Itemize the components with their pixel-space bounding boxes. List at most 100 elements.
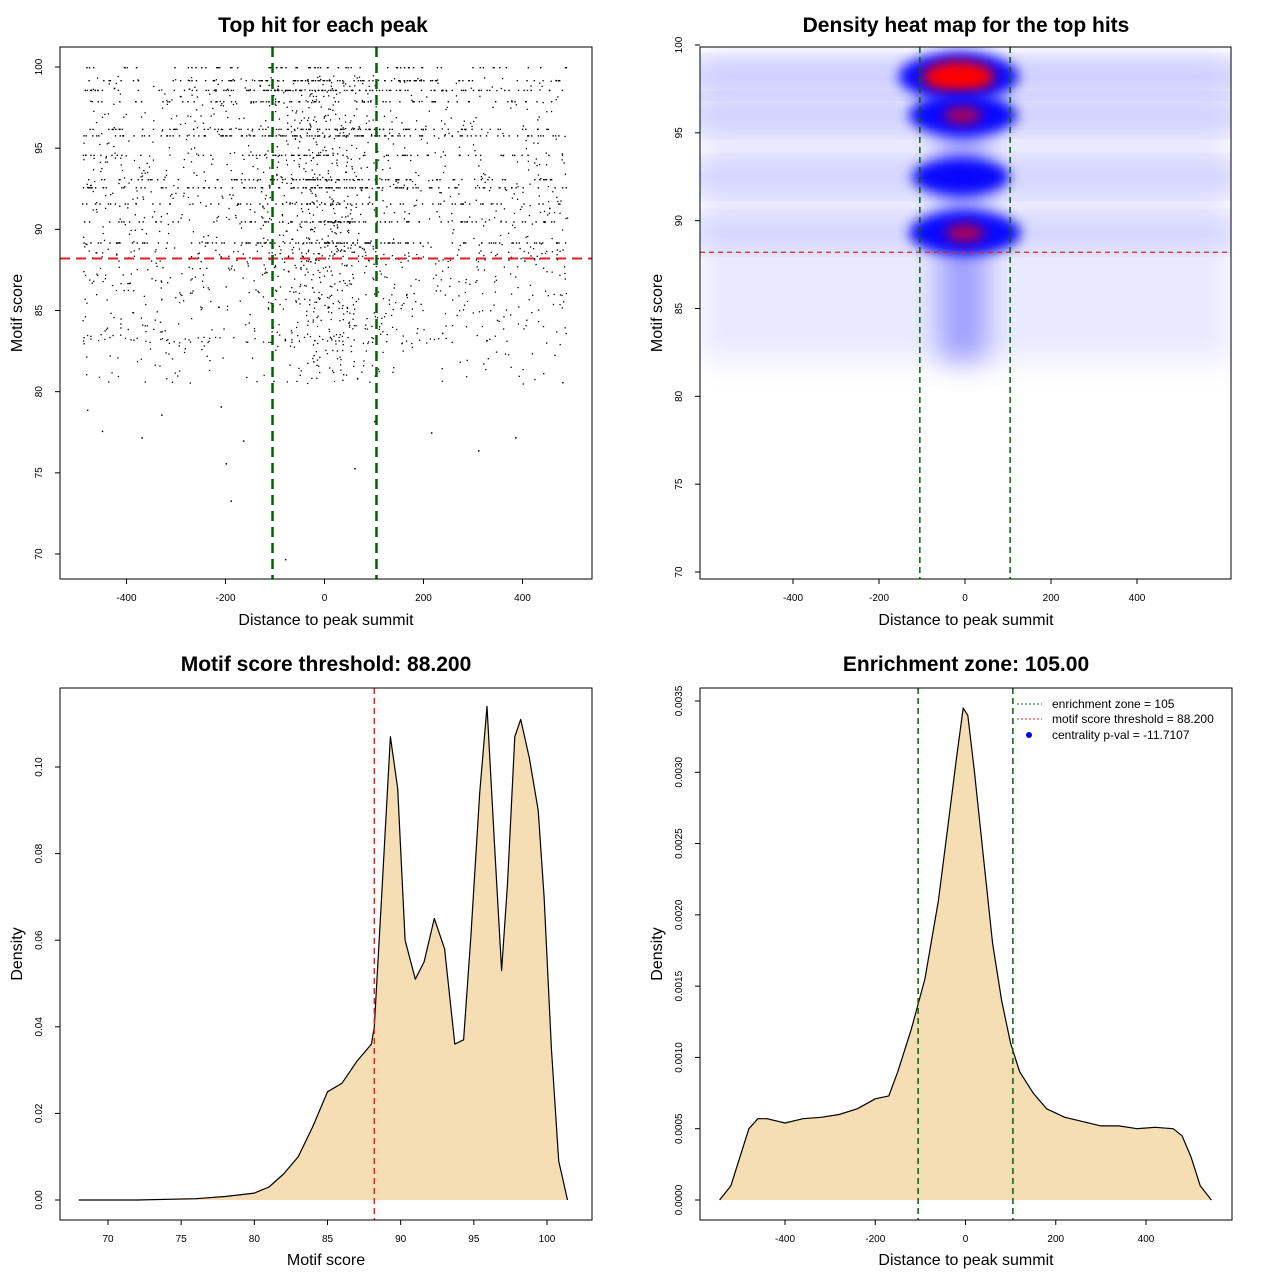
data-point [88, 250, 90, 252]
data-point [297, 242, 300, 244]
data-point [309, 336, 312, 338]
data-point [309, 188, 311, 191]
data-point [341, 128, 343, 131]
data-point [208, 187, 210, 189]
y-tick-label: 0.0005 [674, 1113, 685, 1144]
data-point [329, 336, 332, 338]
data-point [348, 229, 350, 231]
data-point [550, 221, 553, 223]
data-point [89, 128, 91, 131]
data-point [437, 203, 440, 205]
data-point [300, 119, 303, 122]
data-point [144, 187, 146, 189]
data-point [391, 128, 393, 131]
data-point [346, 203, 349, 205]
data-point [531, 353, 533, 355]
data-point [169, 203, 171, 205]
reference-lines [60, 47, 592, 579]
data-point [216, 130, 219, 133]
data-point [181, 294, 183, 296]
data-point [280, 176, 282, 178]
data-point [94, 203, 97, 205]
data-point [247, 242, 250, 244]
data-point [248, 134, 250, 136]
data-point [500, 221, 502, 223]
data-point [173, 128, 175, 131]
data-point [261, 216, 263, 218]
data-point [226, 88, 229, 90]
data-point [292, 252, 294, 254]
data-point [336, 79, 339, 82]
data-point [363, 360, 365, 362]
data-point [261, 187, 263, 189]
data-point [439, 203, 442, 205]
data-point [235, 179, 237, 181]
data-point [504, 179, 506, 181]
data-point [339, 187, 341, 189]
data-point [101, 89, 104, 92]
data-point [86, 409, 89, 412]
data-point [486, 340, 488, 342]
density-fill [78, 706, 568, 1200]
data-point [287, 222, 290, 225]
data-point [140, 317, 143, 319]
data-point [382, 331, 384, 333]
data-point [412, 242, 415, 244]
data-point [161, 299, 163, 301]
data-point [278, 187, 281, 189]
data-point [283, 269, 285, 271]
data-point [537, 174, 540, 176]
data-point [254, 221, 256, 223]
data-point [231, 265, 233, 267]
data-point [317, 76, 319, 79]
data-point [340, 124, 343, 127]
data-point [201, 340, 203, 343]
data-point [167, 223, 170, 226]
data-point [352, 221, 354, 223]
data-point [559, 203, 561, 205]
data-point [459, 361, 461, 363]
data-point [282, 203, 284, 205]
data-point [333, 97, 335, 99]
data-point [269, 67, 272, 69]
data-point [212, 158, 214, 160]
data-point [90, 242, 92, 244]
data-point [239, 203, 242, 205]
data-point [277, 345, 279, 348]
data-point [132, 312, 135, 314]
data-point [342, 127, 344, 129]
data-point [341, 216, 343, 218]
data-point [444, 313, 447, 315]
data-point [328, 306, 330, 308]
data-point [327, 235, 329, 237]
data-point [407, 260, 409, 262]
data-point [112, 192, 114, 194]
data-point [95, 208, 98, 211]
data-point [500, 154, 502, 157]
data-point [378, 370, 380, 373]
data-point [385, 154, 388, 157]
data-point [392, 371, 394, 373]
data-point [404, 254, 406, 256]
data-point [190, 242, 193, 244]
data-point [242, 277, 244, 279]
data-point [495, 351, 498, 353]
data-point [188, 266, 190, 269]
data-point [339, 79, 341, 82]
data-point [391, 294, 393, 296]
data-point [349, 213, 352, 215]
data-point [148, 135, 150, 137]
data-point [93, 154, 95, 157]
data-point [476, 279, 478, 282]
data-point [353, 339, 355, 341]
data-point [85, 135, 87, 137]
data-point [334, 231, 336, 234]
data-point [542, 242, 544, 244]
data-point [262, 171, 265, 173]
data-point [561, 159, 563, 161]
x-tick-label: 0 [962, 593, 968, 604]
data-point [141, 437, 143, 439]
data-point [108, 79, 110, 82]
data-point [438, 338, 440, 340]
data-point [104, 278, 107, 280]
